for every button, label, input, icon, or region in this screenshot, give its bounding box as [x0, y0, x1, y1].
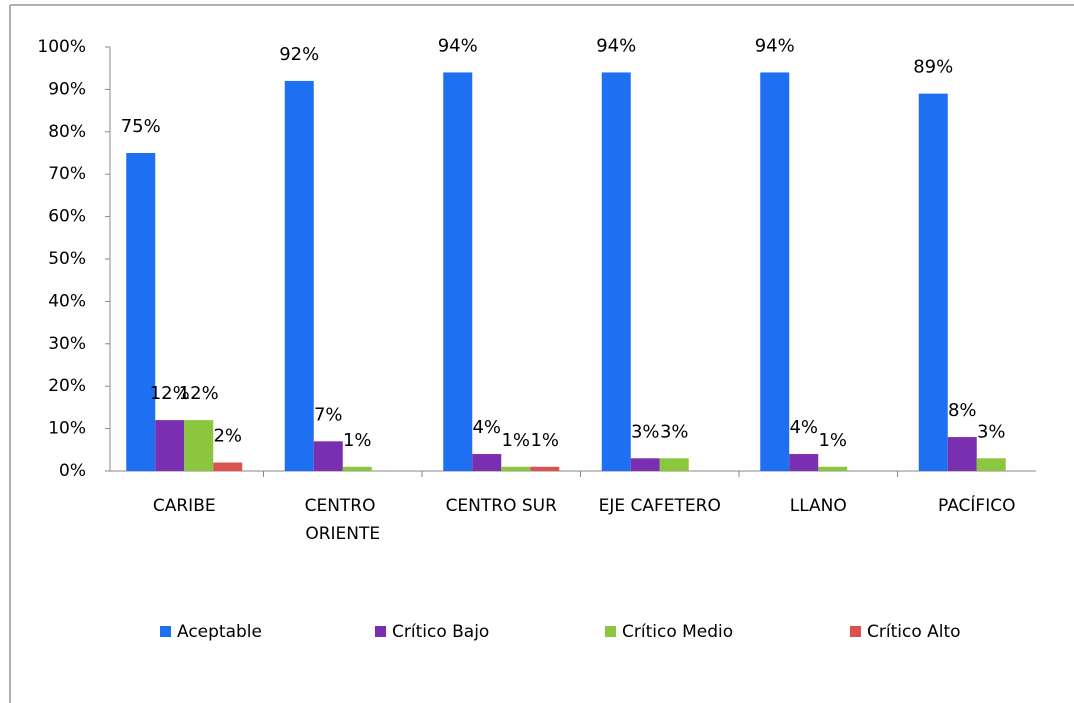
bar [789, 454, 819, 471]
data-label: 92% [279, 44, 319, 65]
data-label: 4% [472, 417, 501, 438]
bar [313, 441, 343, 471]
bar [530, 466, 560, 471]
data-label: 94% [596, 35, 636, 56]
x-tick-label: EJE CAFETERO [599, 496, 721, 516]
data-label: 94% [755, 35, 795, 56]
data-label: 75% [121, 116, 161, 137]
bar [818, 466, 848, 471]
x-tick-label: PACÍFICO [938, 494, 1015, 516]
x-tick-label: LLANO [790, 496, 847, 516]
y-tick-label: 90% [48, 79, 86, 99]
bar [443, 72, 473, 471]
y-tick-label: 30% [48, 334, 86, 354]
y-tick-label: 60% [48, 207, 86, 227]
data-label: 1% [501, 430, 530, 451]
data-label: 12% [179, 383, 219, 404]
bar [659, 458, 689, 471]
bar [155, 420, 185, 471]
bar [918, 93, 948, 471]
y-tick-label: 20% [48, 376, 86, 396]
data-label: 1% [530, 430, 559, 451]
data-label: 1% [343, 430, 372, 451]
bar [976, 458, 1006, 471]
legend-swatch [605, 626, 616, 637]
data-label: 8% [948, 400, 977, 421]
data-label: 3% [660, 421, 689, 442]
data-label: 3% [977, 421, 1006, 442]
legend-swatch [850, 626, 861, 637]
bar [601, 72, 631, 471]
bar [501, 466, 531, 471]
y-tick-label: 100% [37, 37, 86, 57]
data-label: 12% [150, 383, 190, 404]
data-label: 1% [818, 430, 847, 451]
bar [760, 72, 790, 471]
legend-swatch [375, 626, 386, 637]
y-tick-label: 70% [48, 164, 86, 184]
legend-label: Crítico Bajo [392, 622, 489, 642]
bar [947, 437, 977, 471]
y-tick-label: 50% [48, 249, 86, 269]
y-tick-label: 10% [48, 419, 86, 439]
x-tick-label: CENTRO ORIENTE [305, 496, 381, 544]
y-tick-label: 40% [48, 291, 86, 311]
bar [184, 420, 214, 471]
bar [630, 458, 660, 471]
bar [342, 466, 372, 471]
y-tick-label: 80% [48, 122, 86, 142]
legend-swatch [160, 626, 171, 637]
legend-label: Crítico Medio [622, 622, 733, 642]
legend-label: Crítico Alto [867, 622, 961, 642]
y-tick-label: 0% [59, 461, 86, 481]
bar [126, 153, 156, 471]
data-label: 2% [213, 426, 242, 447]
data-label: 3% [631, 421, 660, 442]
legend-label: Aceptable [177, 622, 262, 642]
bar [284, 80, 314, 472]
bar [213, 462, 243, 471]
data-label: 7% [314, 404, 343, 425]
data-label: 4% [789, 417, 818, 438]
data-label: 94% [438, 35, 478, 56]
bar [472, 454, 502, 471]
x-tick-label: CENTRO SUR [446, 496, 558, 516]
data-label: 89% [913, 57, 953, 78]
x-tick-label: CARIBE [153, 496, 216, 516]
